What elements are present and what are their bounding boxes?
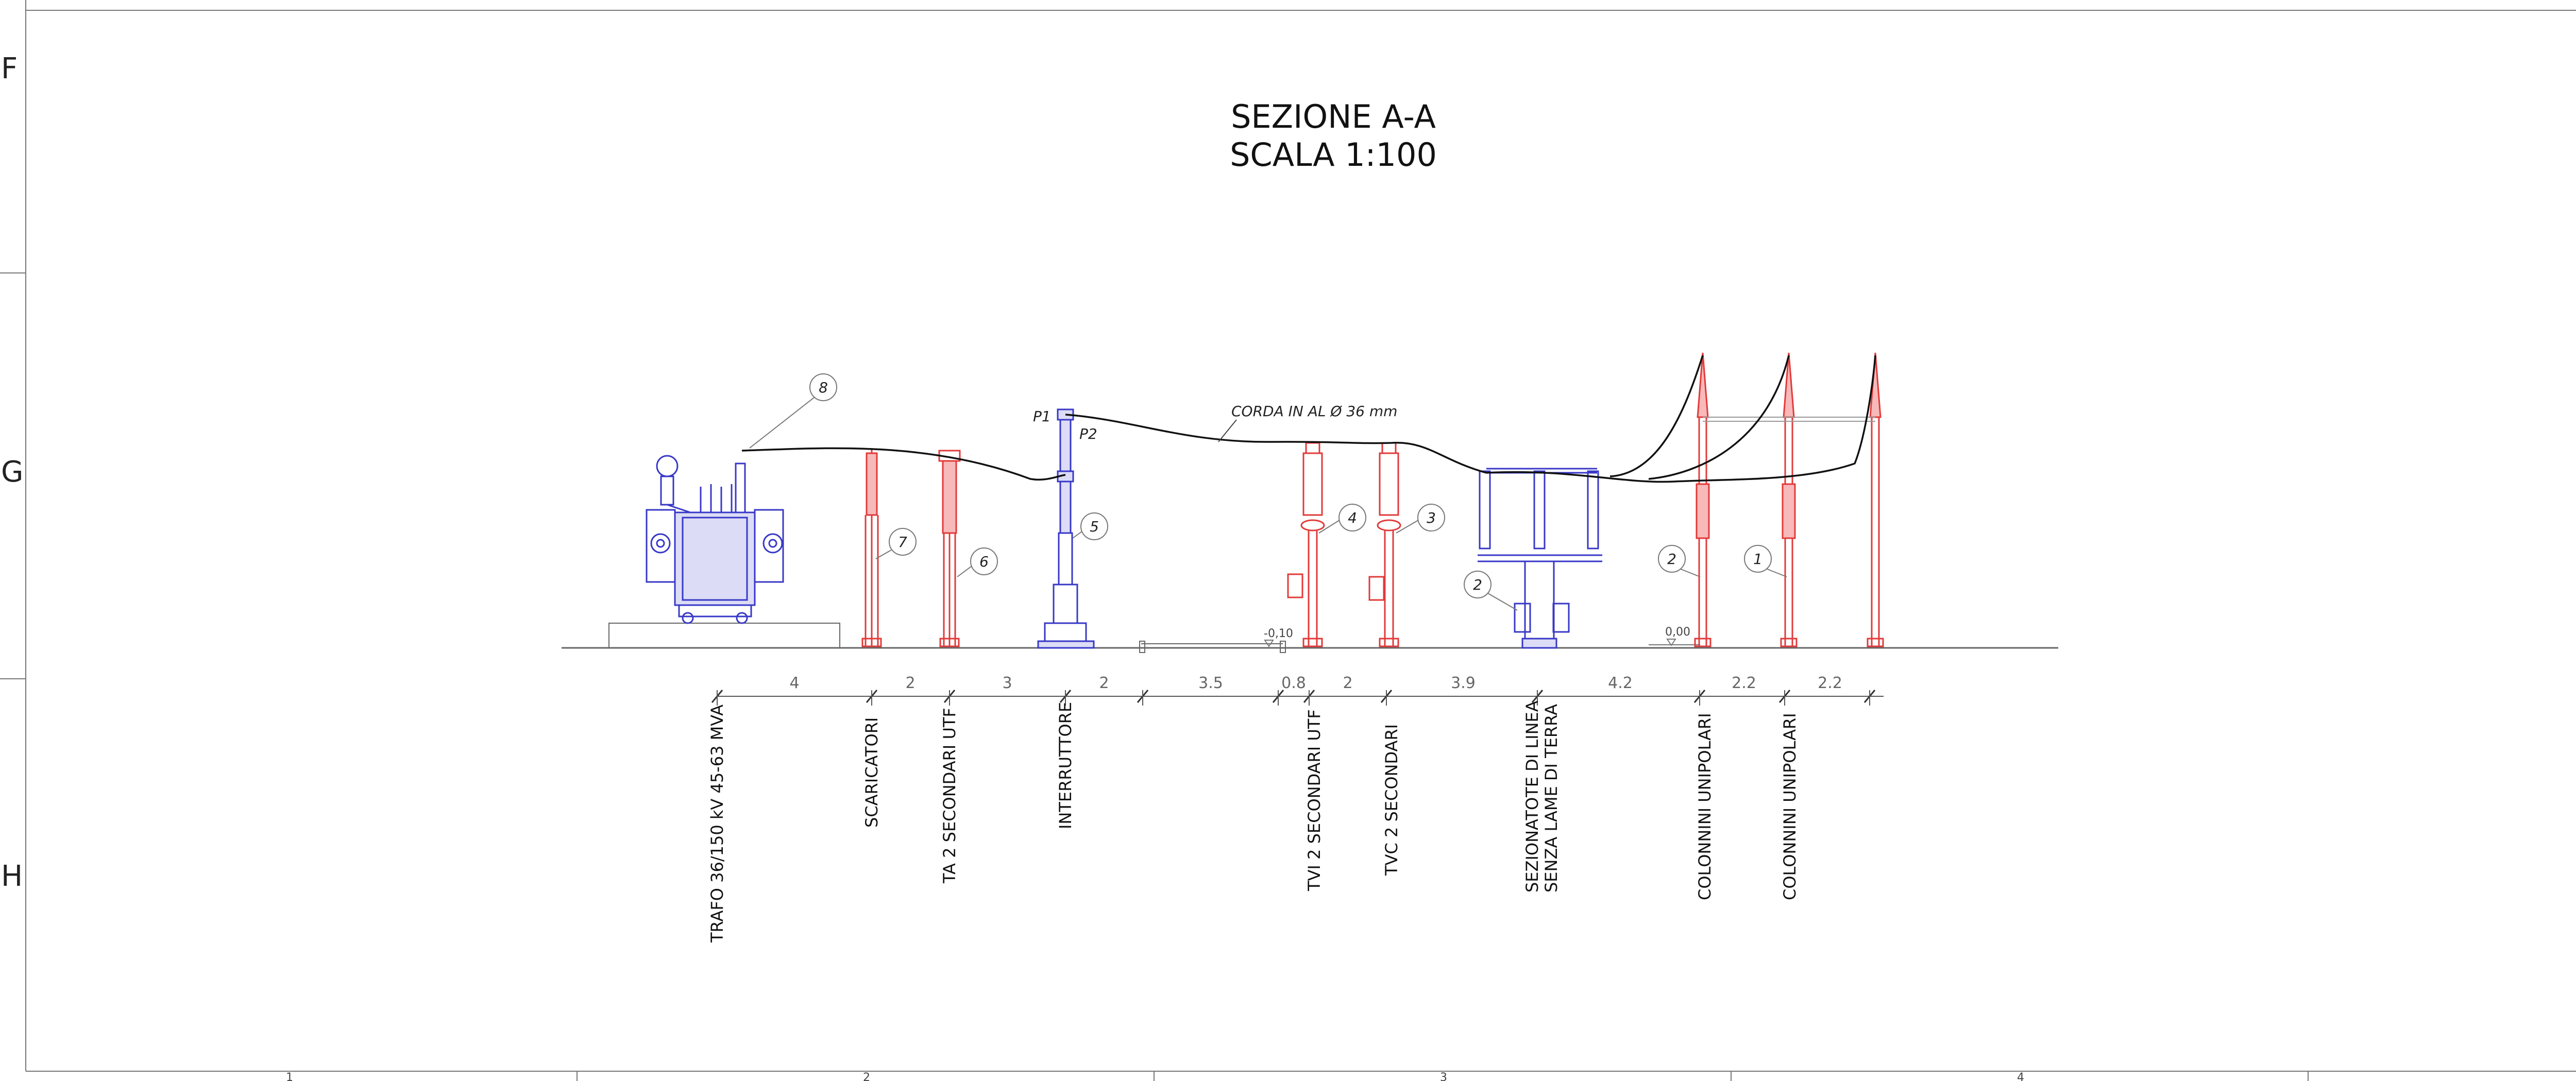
leader-line [1218, 419, 1237, 442]
trench-mark [1139, 641, 1145, 653]
scale-label: SCALA 1:100 [1230, 136, 1437, 174]
grid-row-label: G [1, 455, 23, 489]
dimension-value: 3 [1002, 674, 1012, 692]
grid-row-label: F [1, 52, 18, 85]
dimension-value: 3.9 [1451, 674, 1476, 692]
grid-column-label: 1 [286, 1071, 293, 1081]
callout: 8 [749, 373, 837, 449]
dimension-value: 4 [789, 674, 799, 692]
grid-column-label: 3 [1440, 1071, 1447, 1081]
callout: 6 [957, 547, 998, 577]
circuit-breaker [1037, 408, 1095, 649]
equipment-label-breaker: INTERRUTTORE [1056, 702, 1075, 829]
capacitive-voltage-transformer [1368, 442, 1401, 647]
elevation-mark: -0,10 [1264, 627, 1293, 647]
cable-label: CORDA IN AL Ø 36 mm [1231, 403, 1397, 420]
dimension-value: 2 [905, 674, 915, 692]
callout: 3 [1396, 504, 1445, 534]
line-disconnector [1478, 468, 1602, 649]
dimension-value: 0.8 [1281, 674, 1306, 692]
transformer-foundation [608, 623, 840, 648]
callout: 1 [1744, 545, 1787, 577]
svg-text:6: 6 [979, 553, 989, 570]
svg-text:2: 2 [1667, 551, 1676, 568]
dimension-value: 4.2 [1608, 674, 1633, 692]
current-transformer [938, 450, 961, 647]
equipment-label-transformer: TRAFO 36/150 kV 45-63 MVA [707, 705, 727, 943]
dimension-value: 2.2 [1818, 674, 1842, 692]
surge-arrester [861, 448, 882, 647]
trench-mark [1280, 641, 1286, 653]
equipment-label-post-insulators: COLONNINI UNIPOLARI [1780, 713, 1800, 900]
grid-column-label: 2 [863, 1071, 870, 1081]
callout: 4 [1318, 504, 1366, 534]
equipment-label-disconnector: SEZIONATOTE DI LINEA [1522, 700, 1542, 893]
aluminium-cable [741, 355, 1876, 483]
svg-text:1: 1 [1753, 551, 1762, 568]
terminal-label-p1: P1 [1033, 408, 1051, 425]
svg-text:-0,10: -0,10 [1264, 627, 1293, 640]
svg-text:0,00: 0,00 [1665, 626, 1690, 639]
post-insulator [1694, 352, 1711, 647]
grid-column-label: 4 [2017, 1071, 2024, 1081]
grid-row-label: H [1, 860, 23, 893]
dimension-value: 2.2 [1732, 674, 1756, 692]
svg-text:4: 4 [1348, 509, 1357, 526]
equipment-label-disconnector-note: SENZA LAME DI TERRA [1541, 704, 1561, 893]
dimension-value: 2 [1343, 674, 1352, 692]
svg-text:3: 3 [1427, 509, 1436, 526]
terminal-label-p2: P2 [1079, 425, 1097, 442]
equipment-label-tvc: TVC 2 SECONDARI [1382, 724, 1401, 876]
dimension-value: 3.5 [1198, 674, 1223, 692]
callout: 5 [1072, 512, 1108, 540]
dimension-value: 2 [1099, 674, 1109, 692]
section-title: SEZIONE A-A [1231, 98, 1436, 135]
elevation-mark: 0,00 [1649, 626, 1700, 646]
svg-text:7: 7 [898, 534, 907, 551]
callout: 2 [1658, 545, 1701, 577]
post-insulator [1780, 352, 1798, 647]
inductive-voltage-transformer [1287, 442, 1325, 647]
callout: 2 [1464, 571, 1518, 611]
equipment-label-current-transformer: TA 2 SECONDARI UTF [940, 708, 959, 884]
transformer-36-150kv [646, 455, 784, 624]
equipment-label-post-insulators: COLONNINI UNIPOLARI [1695, 713, 1715, 900]
callout: 7 [875, 528, 917, 559]
svg-text:5: 5 [1090, 518, 1099, 535]
svg-text:2: 2 [1473, 576, 1482, 593]
equipment-label-tvi: TVI 2 SECONDARI UTF [1304, 709, 1324, 891]
equipment-label-arrester: SCARICATORI [862, 717, 882, 828]
svg-text:8: 8 [819, 379, 828, 396]
dimension-chain [711, 690, 1884, 706]
